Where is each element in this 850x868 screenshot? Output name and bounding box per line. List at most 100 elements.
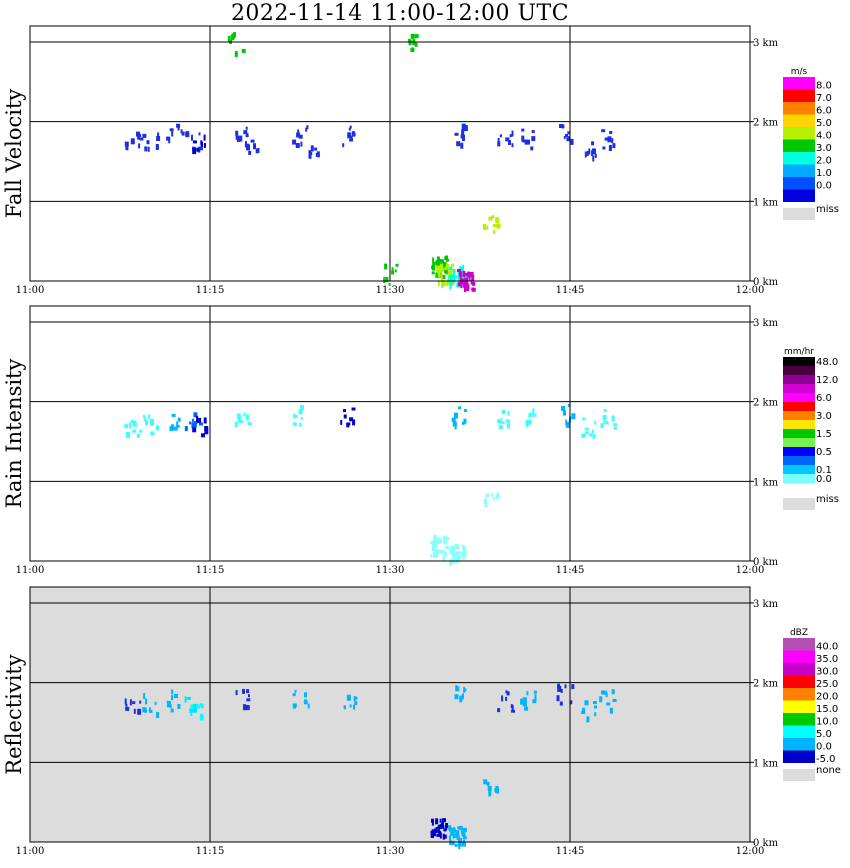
echo-pixel: [497, 138, 500, 144]
echo-pixel: [483, 224, 486, 231]
echo-pixel: [588, 148, 591, 155]
echo-pixel: [142, 133, 147, 138]
echo-pixel: [170, 708, 174, 713]
echo-pixel: [464, 277, 469, 281]
echo-pixel: [246, 144, 250, 151]
echo-cluster: [124, 698, 142, 715]
echo-pixel: [522, 700, 527, 707]
echo-pixel: [137, 134, 141, 140]
y-tick-label: 2 km: [753, 398, 779, 409]
echo-pixel: [355, 696, 358, 700]
echo-pixel: [124, 141, 129, 147]
y-tick-label: 0 km: [753, 838, 779, 849]
echo-pixel: [498, 425, 503, 430]
colorbar-cell: [783, 713, 815, 726]
x-tick-label: 11:00: [16, 846, 45, 857]
echo-pixel: [602, 146, 606, 150]
echo-pixel: [586, 716, 590, 723]
echo-pixel: [461, 267, 463, 272]
echo-pixel: [190, 704, 194, 710]
echo-pixel: [139, 700, 142, 704]
colorbar-cell: [783, 89, 815, 102]
echo-cluster: [192, 134, 206, 155]
echo-pixel: [439, 269, 442, 273]
echo-pixel: [192, 703, 197, 709]
echo-pixel: [192, 140, 197, 144]
echo-pixel: [203, 417, 207, 424]
colorbar-cell: [783, 366, 815, 375]
echo-cluster: [124, 131, 144, 151]
echo-pixel: [340, 419, 343, 425]
echo-pixel: [431, 543, 435, 550]
x-tick-label: 11:30: [376, 565, 405, 576]
echo-pixel: [511, 130, 514, 137]
echo-pixel: [306, 125, 309, 130]
echo-pixel: [522, 697, 527, 702]
echo-pixel: [234, 421, 238, 427]
colorbar-cell: [783, 465, 815, 474]
colorbar-label: 1.5: [816, 429, 832, 440]
echo-pixel: [594, 712, 597, 717]
echo-pixel: [308, 154, 312, 159]
echo-pixel: [611, 415, 615, 422]
echo-pixel: [511, 705, 514, 711]
echo-pixel: [591, 141, 595, 146]
echo-pixel: [599, 696, 603, 703]
x-tick-label: 11:45: [556, 565, 585, 576]
echo-pixel: [459, 696, 463, 703]
echo-pixel: [441, 821, 444, 825]
colorbar-cell: [783, 483, 815, 492]
echo-pixel: [493, 497, 496, 501]
y-tick-label: 3 km: [753, 599, 779, 610]
echo-pixel: [432, 264, 435, 271]
echo-pixel: [245, 704, 249, 710]
echo-pixel: [174, 694, 178, 698]
echo-cluster: [599, 689, 617, 714]
echo-pixel: [463, 274, 468, 278]
colorbar-label: 10.0: [816, 717, 838, 728]
echo-pixel: [241, 48, 246, 53]
echo-pixel: [462, 549, 466, 556]
echo-pixel: [343, 409, 346, 413]
echo-cluster: [143, 414, 159, 436]
echo-cluster: [124, 419, 143, 438]
echo-pixel: [435, 818, 439, 825]
echo-pixel: [437, 280, 440, 287]
colorbar-cell: [783, 456, 815, 465]
echo-pixel: [586, 151, 589, 156]
echo-pixel: [565, 134, 568, 137]
colorbar-label: 6.0: [816, 393, 832, 404]
echo-pixel: [570, 138, 574, 145]
echo-pixel: [612, 699, 617, 702]
colorbar-cell: [783, 738, 815, 751]
echo-pixel: [589, 433, 593, 437]
echo-pixel: [438, 538, 441, 544]
echo-pixel: [352, 419, 356, 426]
echo-pixel: [440, 550, 445, 554]
echo-pixel: [453, 548, 456, 555]
echo-pixel: [146, 140, 150, 145]
echo-pixel: [497, 141, 501, 147]
echo-pixel: [505, 690, 508, 694]
echo-pixel: [200, 704, 204, 709]
echo-pixel: [243, 130, 248, 135]
echo-pixel: [459, 551, 462, 555]
echo-pixel: [245, 126, 248, 130]
echo-pixel: [184, 426, 188, 432]
echo-pixel: [193, 421, 197, 428]
echo-pixel: [584, 427, 589, 431]
echo-pixel: [432, 257, 435, 263]
echo-pixel: [125, 706, 130, 711]
echo-pixel: [472, 281, 476, 286]
echo-pixel: [145, 420, 148, 426]
echo-pixel: [613, 426, 617, 430]
echo-pixel: [245, 414, 249, 421]
echo-pixel: [292, 703, 297, 708]
echo-pixel: [304, 699, 307, 705]
echo-cluster: [169, 413, 181, 432]
echo-pixel: [186, 696, 191, 700]
colorbar-label: 4.0: [816, 131, 832, 142]
echo-pixel: [612, 143, 616, 149]
echo-pixel: [437, 259, 440, 266]
echo-pixel: [136, 433, 140, 438]
